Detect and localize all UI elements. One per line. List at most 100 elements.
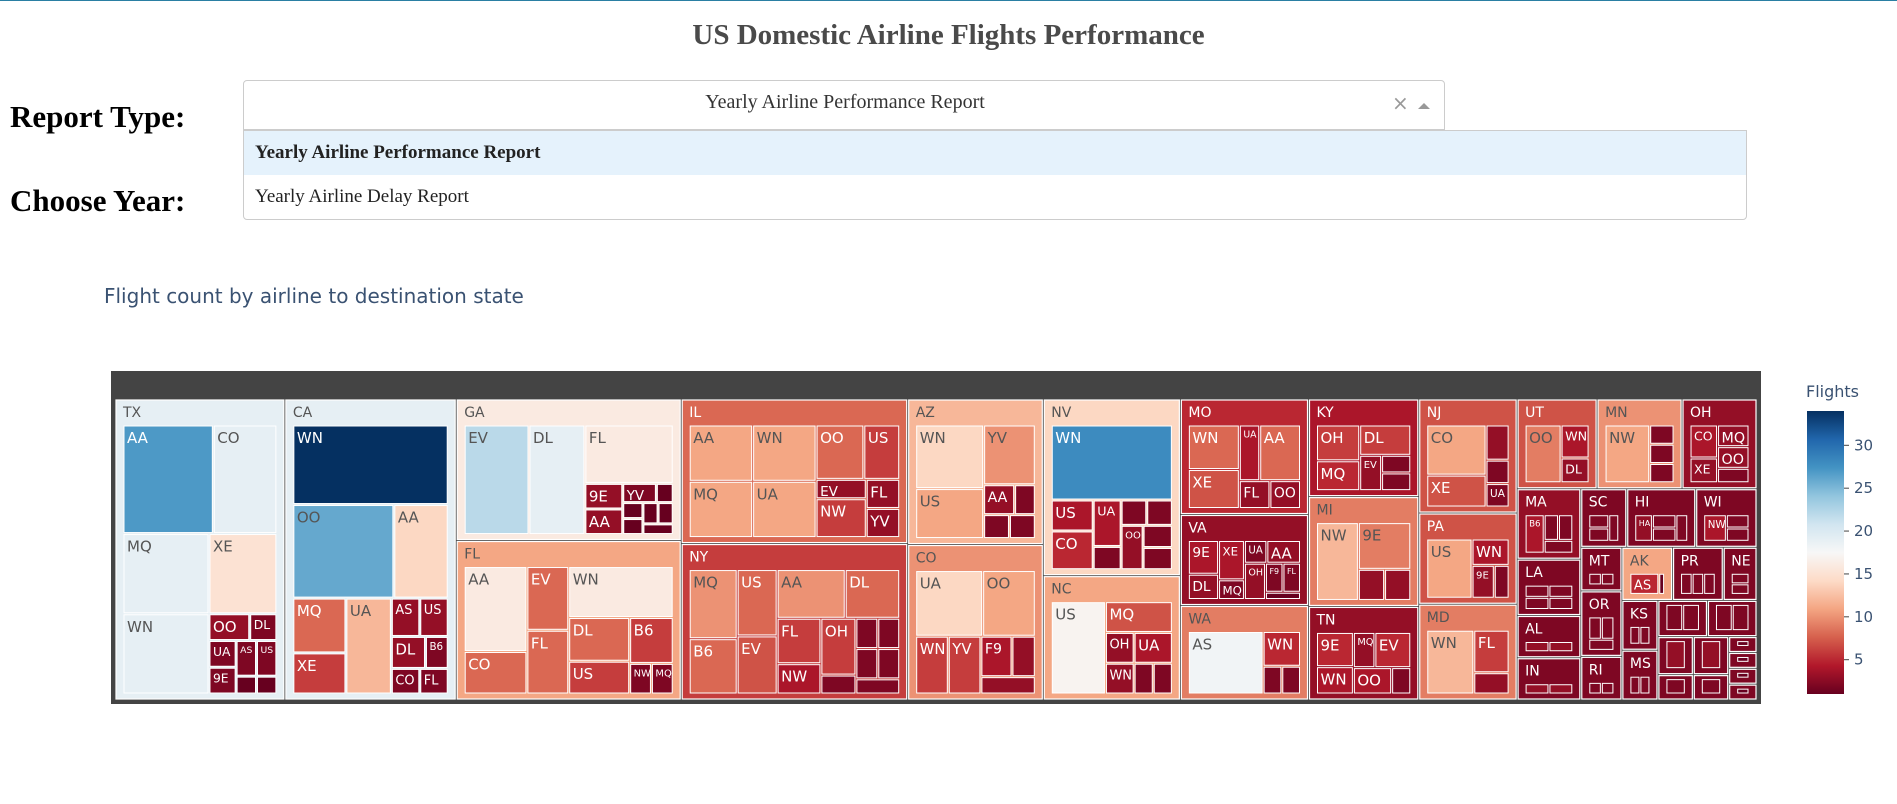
airline-tile — [1737, 656, 1749, 662]
airline-tile — [209, 534, 277, 614]
airline-tile — [1360, 425, 1411, 455]
airline-tile — [1652, 528, 1676, 541]
colorbar — [1807, 411, 1844, 694]
state-label: CO — [916, 551, 937, 567]
airline-label: OH — [1109, 637, 1129, 652]
airline-tile — [916, 425, 984, 489]
airline-label: FL — [781, 622, 799, 640]
airline-tile — [1382, 455, 1411, 473]
airline-tile — [948, 636, 981, 694]
colorbar-tick-label: 10 — [1854, 608, 1873, 626]
airline-tile — [585, 425, 673, 483]
airline-label: CO — [1055, 535, 1077, 553]
airline-label: OO — [820, 429, 844, 447]
airline-tile — [1283, 563, 1301, 592]
airline-label: CO — [468, 656, 490, 674]
airline-label: YV — [951, 641, 972, 658]
airline-tile — [1188, 574, 1219, 600]
airline-tile — [866, 479, 900, 508]
state-label: CA — [293, 405, 313, 421]
airline-tile — [1659, 573, 1665, 594]
state-label: FL — [464, 547, 480, 563]
airline-tile — [569, 567, 673, 618]
airline-tile — [1704, 515, 1726, 541]
airline-label: DL — [573, 622, 594, 640]
airline-tile — [1718, 468, 1749, 483]
airline-tile — [1666, 604, 1683, 631]
airline-tile — [1737, 688, 1749, 694]
airline-label: OO — [1357, 672, 1381, 690]
airline-tile — [1589, 573, 1601, 585]
airline-tile — [1188, 470, 1239, 508]
airline-tile — [916, 489, 984, 539]
state-label: NY — [689, 550, 708, 566]
airline-tile — [1737, 672, 1749, 678]
state-label: VA — [1188, 521, 1207, 537]
airline-tile — [1317, 632, 1353, 667]
airline-tile — [1143, 548, 1172, 570]
airline-label: WN — [1192, 429, 1218, 447]
airline-tile — [1317, 461, 1360, 491]
airline-tile — [1051, 602, 1105, 694]
airline-label: DL — [533, 429, 554, 447]
airline-tile — [1474, 673, 1509, 694]
airline-tile — [1051, 531, 1093, 570]
option-yearly-delay[interactable]: Yearly Airline Delay Report — [255, 186, 469, 207]
airline-tile — [651, 663, 673, 694]
airline-tile — [1486, 484, 1509, 507]
airline-tile — [1589, 528, 1609, 541]
airline-tile — [1474, 630, 1509, 673]
airline-label: FL — [589, 429, 607, 447]
airline-label: WN — [1321, 671, 1347, 689]
airline-tile — [753, 481, 816, 538]
option-yearly-performance[interactable]: Yearly Airline Performance Report — [244, 131, 1746, 175]
airline-tile — [123, 534, 209, 614]
airline-tile — [845, 570, 900, 618]
airline-label: MQ — [1223, 584, 1242, 598]
airline-tile — [1105, 632, 1134, 663]
airline-label: WN — [297, 429, 323, 447]
airline-label: XE — [1192, 474, 1212, 492]
airline-tile — [1681, 573, 1692, 594]
state-label: AZ — [916, 405, 935, 421]
airline-label: WN — [1267, 636, 1293, 654]
airline-tile — [1121, 525, 1143, 570]
airline-tile — [777, 618, 821, 664]
airline-tile — [1726, 515, 1749, 528]
airline-tile — [236, 676, 256, 694]
state-label: OR — [1589, 597, 1610, 613]
airline-tile — [1601, 682, 1614, 694]
airline-label: NW — [781, 668, 807, 686]
airline-tile — [1558, 515, 1573, 540]
airline-label: AS — [240, 645, 252, 656]
airline-label: MQ — [693, 485, 718, 503]
airline-tile — [250, 614, 277, 641]
airline-label: AA — [988, 490, 1008, 506]
airline-tile — [1317, 523, 1358, 600]
airline-tile — [1134, 632, 1172, 663]
dropdown-menu: Yearly Airline Performance Report Yearly… — [243, 130, 1747, 220]
airline-label: OO — [987, 575, 1011, 593]
airline-label: AA — [589, 513, 611, 531]
airline-label: WN — [1055, 429, 1081, 447]
airline-tile — [293, 598, 346, 653]
airline-tile — [209, 667, 236, 694]
clear-icon[interactable]: × — [1392, 91, 1409, 115]
airline-tile — [1267, 541, 1301, 563]
airline-label: NW — [634, 668, 651, 679]
chevron-up-icon[interactable] — [1418, 103, 1430, 109]
airline-tile — [346, 598, 391, 694]
airline-tile — [1640, 676, 1650, 694]
state-label: MA — [1525, 495, 1547, 511]
dropdown-selected-value[interactable]: Yearly Airline Performance Report — [705, 91, 985, 113]
airline-label: MQ — [127, 538, 152, 556]
report-type-dropdown[interactable]: Yearly Airline Performance Report × — [243, 80, 1445, 130]
state-tile — [1707, 600, 1757, 637]
airline-label: 9E — [589, 487, 608, 505]
airline-tile — [816, 425, 864, 479]
airline-tile — [981, 677, 1035, 694]
airline-tile — [1353, 668, 1392, 694]
airline-tile — [1704, 573, 1715, 594]
airline-tile — [1525, 641, 1549, 652]
state-tile — [1581, 547, 1622, 591]
